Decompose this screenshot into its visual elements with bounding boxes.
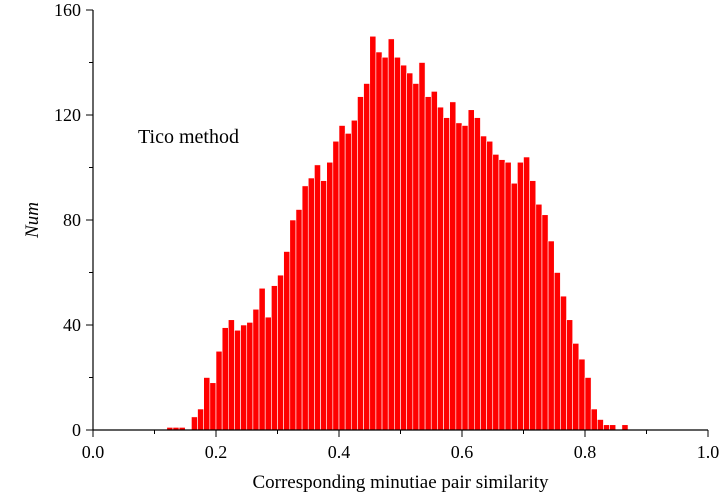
histogram-bar <box>333 141 339 430</box>
histogram-bar <box>290 220 296 430</box>
histogram-bar <box>216 351 222 430</box>
histogram-bar <box>278 275 284 430</box>
histogram-bar <box>388 39 394 430</box>
histogram-bar <box>271 286 277 430</box>
histogram-bar <box>327 162 333 430</box>
histogram-bar <box>456 123 462 430</box>
histogram-bar <box>499 160 505 430</box>
histogram-bar <box>610 425 616 430</box>
y-tick-label: 80 <box>63 210 81 230</box>
histogram-bar <box>191 417 197 430</box>
histogram-bar <box>198 409 204 430</box>
histogram-bar <box>407 73 413 430</box>
histogram-bar <box>511 183 517 430</box>
histogram-bar <box>450 102 456 430</box>
histogram-bar <box>321 181 327 430</box>
histogram-bar <box>345 133 351 430</box>
histogram-bar <box>487 141 493 430</box>
histogram-bar <box>603 425 609 430</box>
histogram-bar <box>253 309 259 430</box>
histogram-bars <box>167 36 628 430</box>
histogram-bar <box>585 378 591 431</box>
histogram-bar <box>382 57 388 430</box>
histogram-bar <box>241 325 247 430</box>
histogram-bar <box>357 97 363 430</box>
histogram-bar <box>413 84 419 431</box>
histogram-bar <box>222 328 228 430</box>
histogram-bar <box>308 178 314 430</box>
histogram-bar <box>579 359 585 430</box>
x-tick-label: 0.4 <box>328 442 351 462</box>
histogram-bar <box>474 118 480 430</box>
x-axis-label: Corresponding minutiae pair similarity <box>252 472 549 493</box>
x-tick-label: 1.0 <box>697 442 720 462</box>
histogram-bar <box>517 162 523 430</box>
histogram-bar <box>425 97 431 430</box>
histogram-bar <box>314 165 320 430</box>
histogram-bar <box>480 136 486 430</box>
histogram-bar <box>419 63 425 431</box>
y-tick-label: 160 <box>54 0 81 20</box>
histogram-bar <box>536 204 542 430</box>
histogram-bar <box>560 296 566 430</box>
histogram-bar <box>548 241 554 430</box>
y-axis-label: Num <box>22 202 43 239</box>
y-tick-label: 120 <box>54 105 81 125</box>
histogram-bar <box>364 84 370 431</box>
histogram-bar <box>542 215 548 430</box>
histogram-bar <box>265 317 271 430</box>
x-tick-label: 0.2 <box>205 442 228 462</box>
histogram-bar <box>431 91 437 430</box>
histogram-bar <box>444 118 450 430</box>
histogram-bar <box>376 52 382 430</box>
histogram-bar <box>351 120 357 430</box>
chart-annotation: Tico method <box>138 126 239 148</box>
histogram-bar <box>247 322 253 430</box>
histogram-bar <box>339 126 345 431</box>
histogram-bar <box>468 110 474 430</box>
histogram-bar <box>573 343 579 430</box>
x-tick-label: 0.0 <box>82 442 105 462</box>
histogram-bar <box>228 320 234 430</box>
x-tick-label: 0.6 <box>451 442 474 462</box>
histogram-bar <box>370 36 376 430</box>
histogram-bar <box>401 65 407 430</box>
histogram-bar <box>284 252 290 431</box>
histogram-bar <box>210 383 216 430</box>
histogram-bar <box>302 186 308 430</box>
y-tick-label: 40 <box>63 315 81 335</box>
histogram-bar <box>530 181 536 430</box>
y-tick-label: 0 <box>72 420 81 440</box>
histogram-bar <box>259 288 265 430</box>
histogram-bar <box>296 210 302 431</box>
histogram-bar <box>462 126 468 431</box>
histogram-bar <box>437 107 443 430</box>
histogram-bar <box>597 420 603 431</box>
x-tick-label: 0.8 <box>574 442 597 462</box>
histogram-bar <box>505 162 511 430</box>
histogram-bar <box>567 320 573 430</box>
histogram-bar <box>554 273 560 431</box>
histogram-bar <box>204 378 210 431</box>
histogram-bar <box>394 57 400 430</box>
histogram-bar <box>493 154 499 430</box>
histogram-bar <box>622 425 628 430</box>
histogram-bar <box>524 157 530 430</box>
histogram-bar <box>234 330 240 430</box>
histogram-bar <box>591 409 597 430</box>
